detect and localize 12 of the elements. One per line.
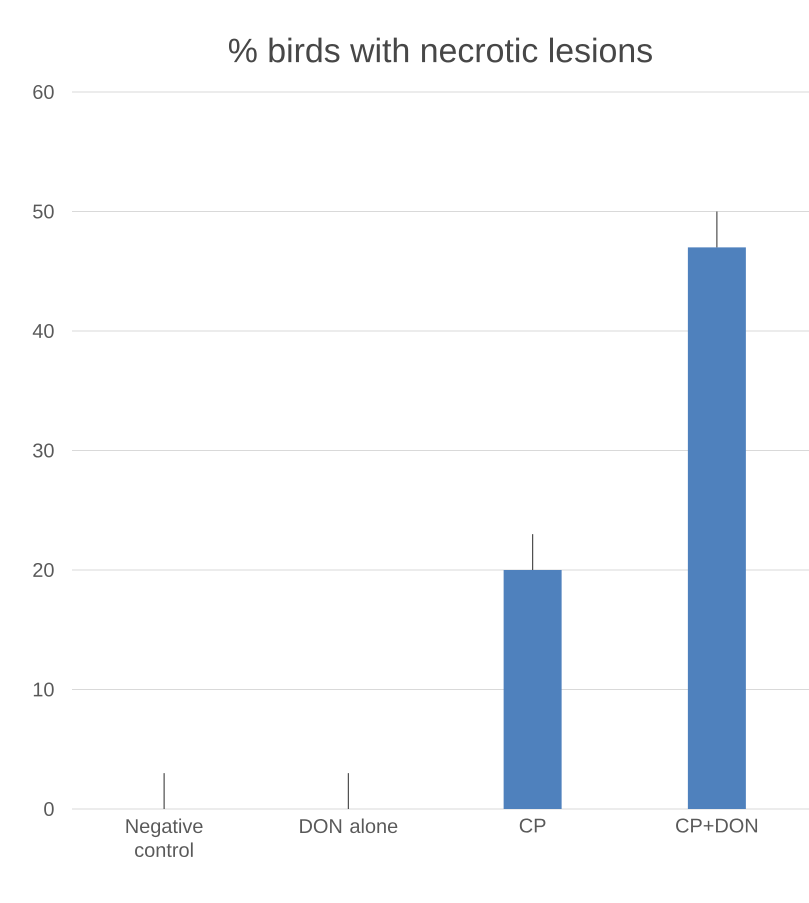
chart-title: % birds with necrotic lesions (228, 38, 652, 62)
x-tick-label: Negative control (126, 818, 203, 858)
x-tick-label: DON alone (300, 818, 398, 834)
y-tick-label: 40 (32, 324, 54, 338)
y-tick-label: 50 (33, 204, 54, 219)
x-tick-label: CP (520, 818, 546, 833)
y-tick-label: 20 (33, 562, 54, 578)
y-tick-label: 10 (34, 682, 54, 697)
y-tick-label: 30 (33, 443, 54, 458)
x-tick-label: CP+DON (676, 818, 758, 833)
y-tick-label: 60 (33, 84, 54, 100)
y-tick-label: 0 (44, 802, 54, 816)
